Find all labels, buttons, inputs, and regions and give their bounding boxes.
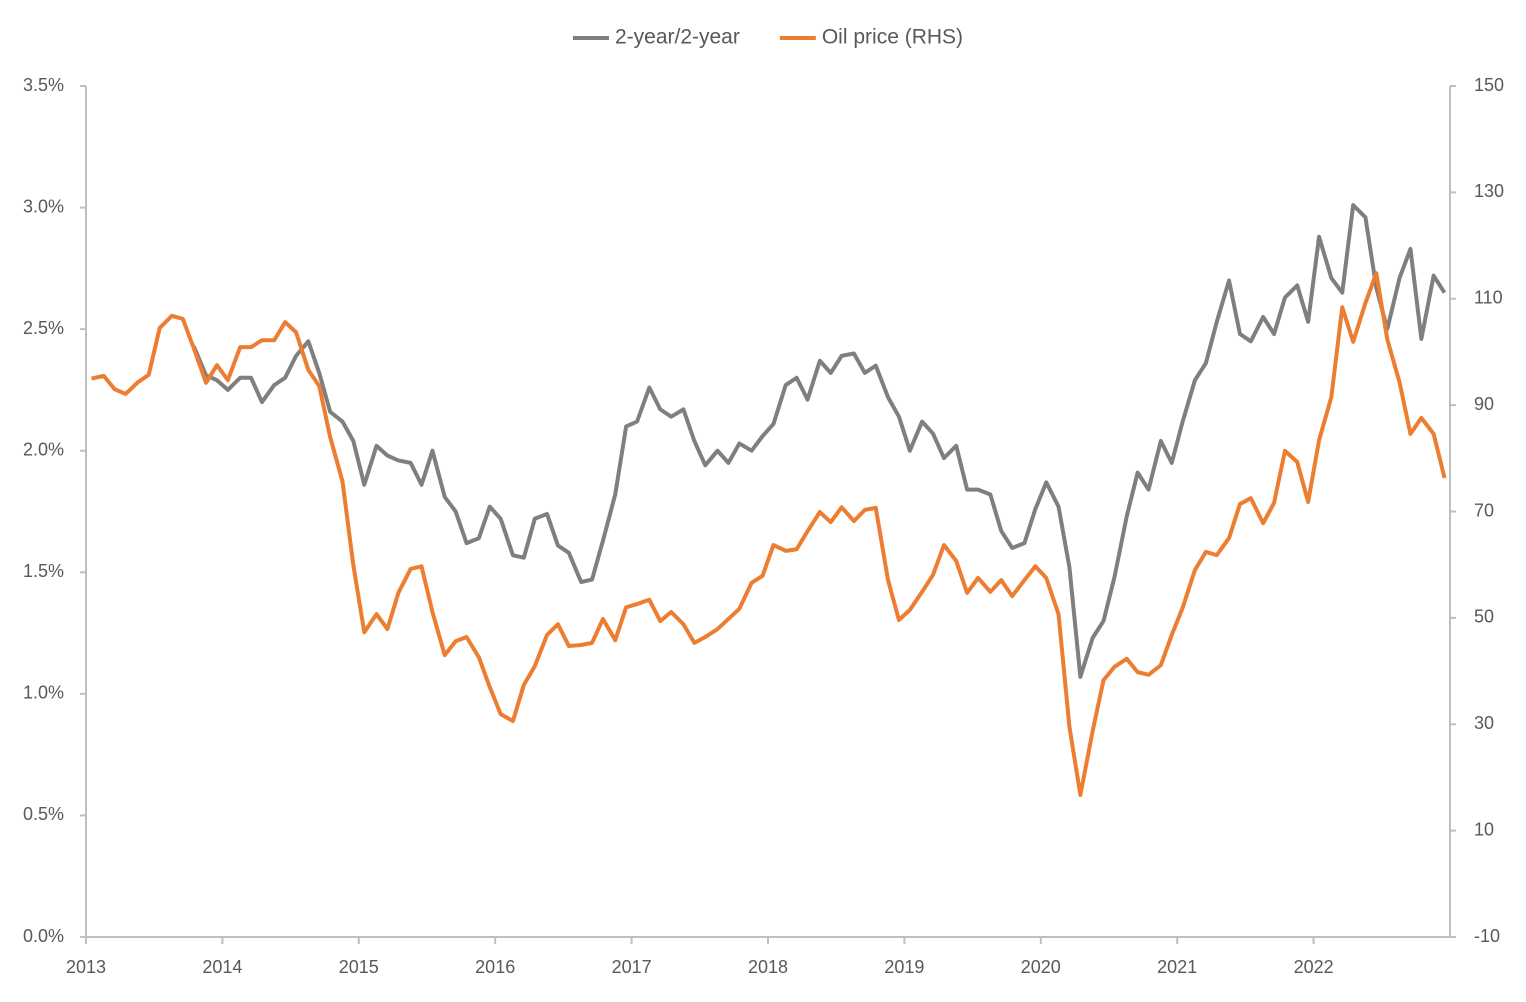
y-tick-label: 0.0% <box>23 926 64 946</box>
y2-tick-label: 110 <box>1474 288 1503 308</box>
x-tick-label: 2022 <box>1294 957 1334 977</box>
y2-tick-label: 90 <box>1474 394 1494 414</box>
x-tick-label: 2015 <box>339 957 379 977</box>
legend-label: 2-year/2-year <box>615 26 740 49</box>
y-tick-label: 2.0% <box>23 439 64 459</box>
x-tick-label: 2019 <box>884 957 924 977</box>
y2-tick-label: 30 <box>1474 713 1494 733</box>
y2-tick-label: -10 <box>1474 926 1500 946</box>
y2-tick-label: 150 <box>1474 75 1504 95</box>
line-series <box>91 271 1447 797</box>
y-tick-label: 3.0% <box>23 196 64 216</box>
y2-tick-label: 10 <box>1474 819 1494 839</box>
line-series <box>191 203 1447 679</box>
y-tick-label: 0.5% <box>23 804 64 824</box>
legend: 2-year/2-year Oil price (RHS) <box>572 26 963 49</box>
x-tick-label: 2017 <box>612 957 652 977</box>
x-tick-label: 2021 <box>1157 957 1197 977</box>
x-tick-label: 2018 <box>748 957 788 977</box>
x-tick-label: 2016 <box>475 957 515 977</box>
y2-tick-label: 130 <box>1474 181 1504 201</box>
y-tick-label: 1.5% <box>23 561 64 581</box>
x-tick-label: 2014 <box>202 957 242 977</box>
y-tick-label: 1.0% <box>23 683 64 703</box>
y2-tick-label: 50 <box>1474 607 1494 627</box>
y2-tick-label: 70 <box>1474 500 1494 520</box>
legend-label: Oil price (RHS) <box>822 26 963 49</box>
x-tick-label: 2013 <box>66 957 106 977</box>
y-tick-label: 2.5% <box>23 318 64 338</box>
y-tick-label: 3.5% <box>23 75 64 95</box>
x-tick-label: 2020 <box>1021 957 1061 977</box>
